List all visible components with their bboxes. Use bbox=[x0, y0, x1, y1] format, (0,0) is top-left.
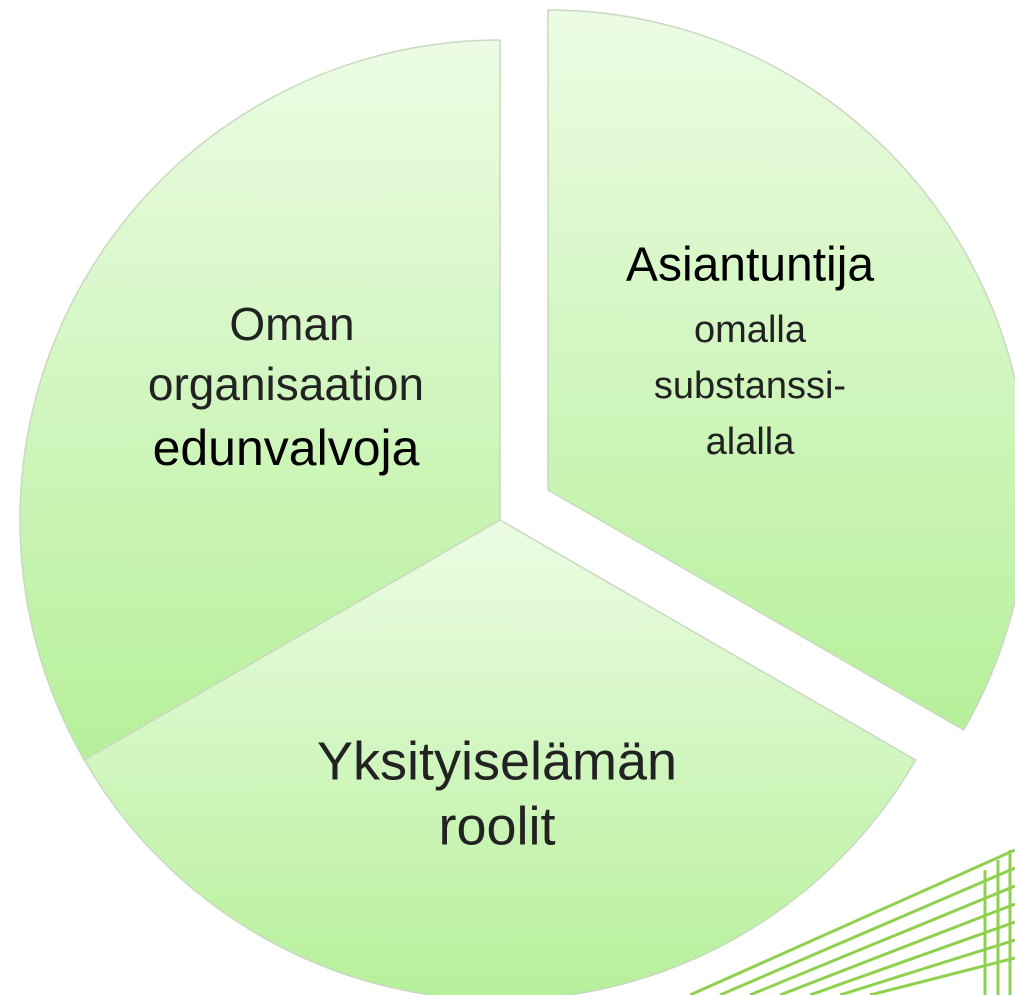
segment-text: substanssi- bbox=[654, 365, 846, 407]
segment-text: organisaation bbox=[148, 358, 424, 410]
segment-text: Yksityiselämän bbox=[317, 731, 677, 791]
diagram: Oman organisaation edunvalvoja Asiantunt… bbox=[0, 0, 1015, 995]
segment-text: edunvalvoja bbox=[153, 420, 420, 476]
segment-text: Asiantuntija bbox=[626, 239, 874, 292]
segment-text: roolit bbox=[438, 796, 555, 856]
segment-text: alalla bbox=[706, 421, 796, 463]
segment-text: omalla bbox=[694, 309, 807, 351]
segment-text: Oman bbox=[229, 298, 354, 350]
